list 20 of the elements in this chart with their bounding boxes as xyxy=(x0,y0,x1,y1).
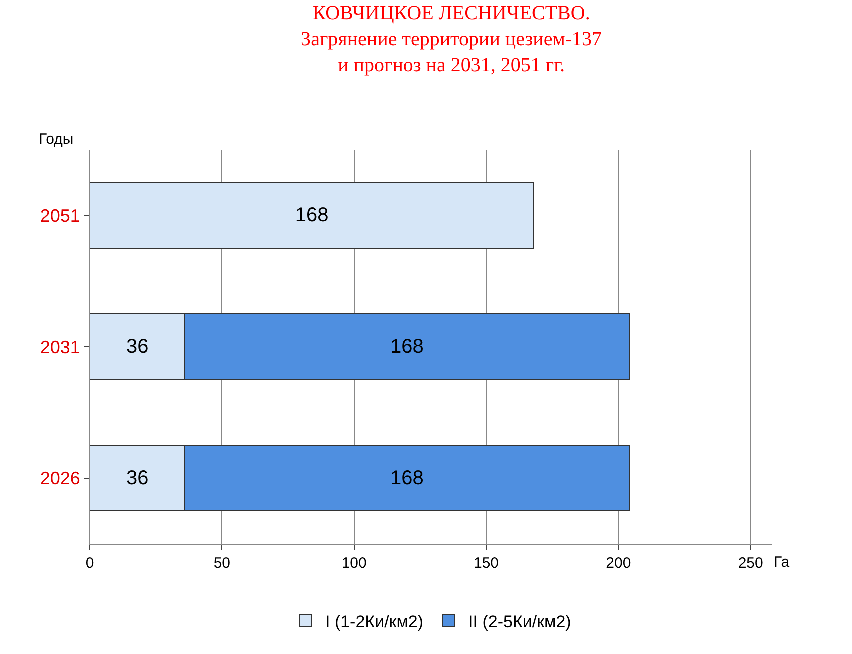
y-tick-label: 2026 xyxy=(40,468,80,489)
y-tick-label: 2031 xyxy=(40,337,80,358)
data-label: 36 xyxy=(126,467,149,490)
data-label: 168 xyxy=(390,336,424,358)
legend-label: I (1-2Ки/км2) xyxy=(326,612,424,632)
data-label: 168 xyxy=(390,467,424,490)
x-axis-title: Га xyxy=(774,554,790,571)
y-tick-label: 2051 xyxy=(40,206,80,226)
x-tick-label: 250 xyxy=(738,555,764,572)
chart-title: КОВЧИЦКОЕ ЛЕСНИЧЕСТВО. Загрянение территории цезием-137 и прогноз на 2031, 2051 гг. xyxy=(301,2,602,77)
x-tick-label: 100 xyxy=(342,555,367,572)
x-tick-label: 150 xyxy=(474,555,500,572)
data-label: 168 xyxy=(295,204,329,227)
x-tick-label: 50 xyxy=(214,555,231,572)
y-axis-title: Годы xyxy=(39,131,74,148)
x-tick-label: 0 xyxy=(86,555,94,572)
x-tick-label: 200 xyxy=(606,555,632,572)
legend-label: II (2-5Ки/км2) xyxy=(468,612,572,632)
bar xyxy=(90,182,535,249)
data-label: 36 xyxy=(126,336,149,358)
